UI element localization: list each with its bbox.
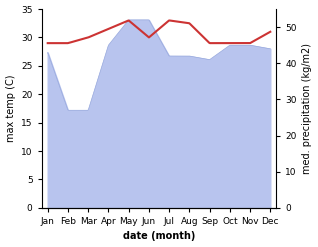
Y-axis label: max temp (C): max temp (C) (5, 75, 16, 142)
Y-axis label: med. precipitation (kg/m2): med. precipitation (kg/m2) (302, 43, 313, 174)
X-axis label: date (month): date (month) (123, 231, 195, 242)
